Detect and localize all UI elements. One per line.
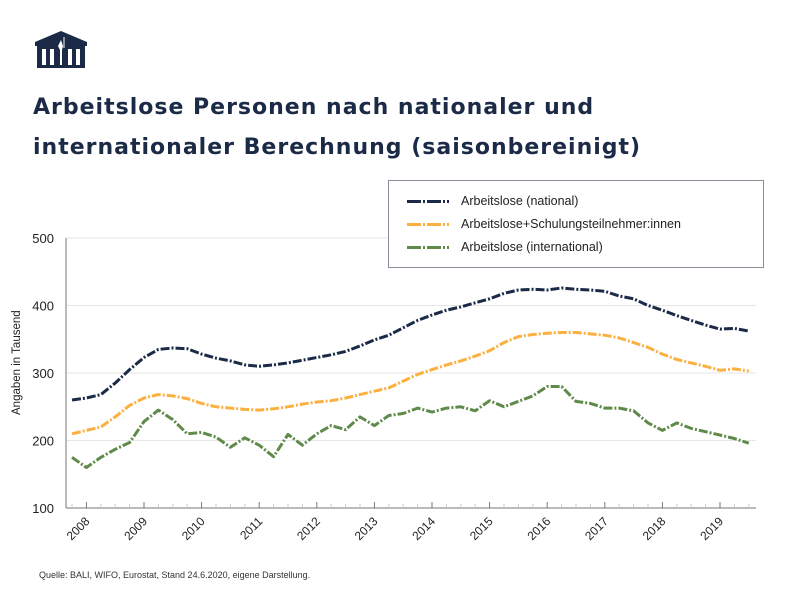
chart-title: Arbeitslose Personen nach nationaler und… — [33, 88, 753, 168]
chart-title-line-2: internationaler Berechnung (saisonberein… — [33, 135, 642, 160]
x-tick-label: 2018 — [640, 514, 669, 543]
x-tick-label: 2019 — [697, 514, 726, 543]
legend-swatch-international — [407, 245, 449, 249]
x-tick-label: 2011 — [237, 514, 265, 542]
y-tick-label: 300 — [32, 366, 54, 381]
series-line-national — [71, 286, 750, 402]
y-tick-label: 100 — [32, 501, 54, 516]
gridlines — [66, 237, 756, 441]
legend-swatch-schulung — [407, 222, 449, 226]
x-tick-label: 2008 — [64, 514, 93, 543]
x-axis: 2008 2009 2010 2011 2012 2013 2014 2015 2016 2017… — [64, 238, 756, 543]
x-tick-label: 2009 — [121, 514, 150, 543]
y-tick-label: 500 — [32, 231, 54, 246]
x-tick-label: 2016 — [525, 514, 554, 543]
x-tick-label: 2015 — [467, 514, 496, 543]
legend-swatch-national — [407, 199, 449, 203]
legend-item-schulung: Arbeitslose+Schulungsteilnehmer:innen — [407, 214, 681, 234]
chart-title-line-1: Arbeitslose Personen nach nationaler und — [33, 95, 595, 120]
x-tick-label: 2013 — [352, 514, 381, 543]
legend-label-schulung: Arbeitslose+Schulungsteilnehmer:innen — [461, 217, 681, 231]
legend-label-international: Arbeitslose (international) — [461, 240, 603, 254]
y-tick-label: 400 — [32, 299, 54, 314]
series-lines — [71, 286, 750, 469]
y-axis-label: Angaben in Tausend — [11, 310, 23, 415]
series-line-international — [71, 385, 750, 469]
x-tick-label: 2012 — [294, 514, 323, 543]
legend-label-national: Arbeitslose (national) — [461, 194, 579, 208]
y-axis-ticks: 100 200 300 400 500 — [32, 231, 54, 516]
legend-item-international: Arbeitslose (international) — [407, 237, 603, 257]
x-tick-label: 2010 — [179, 514, 208, 543]
parliament-logo-icon — [35, 31, 87, 68]
x-tick-label: 2014 — [409, 514, 438, 543]
y-tick-label: 200 — [32, 434, 54, 449]
legend-item-national: Arbeitslose (national) — [407, 191, 578, 211]
legend: Arbeitslose (national) Arbeitslose+Schul… — [388, 180, 764, 268]
source-note: Quelle: BALI, WIFO, Eurostat, Stand 24.6… — [39, 570, 311, 580]
x-tick-label: 2017 — [582, 514, 611, 543]
series-line-schulung — [71, 331, 750, 436]
